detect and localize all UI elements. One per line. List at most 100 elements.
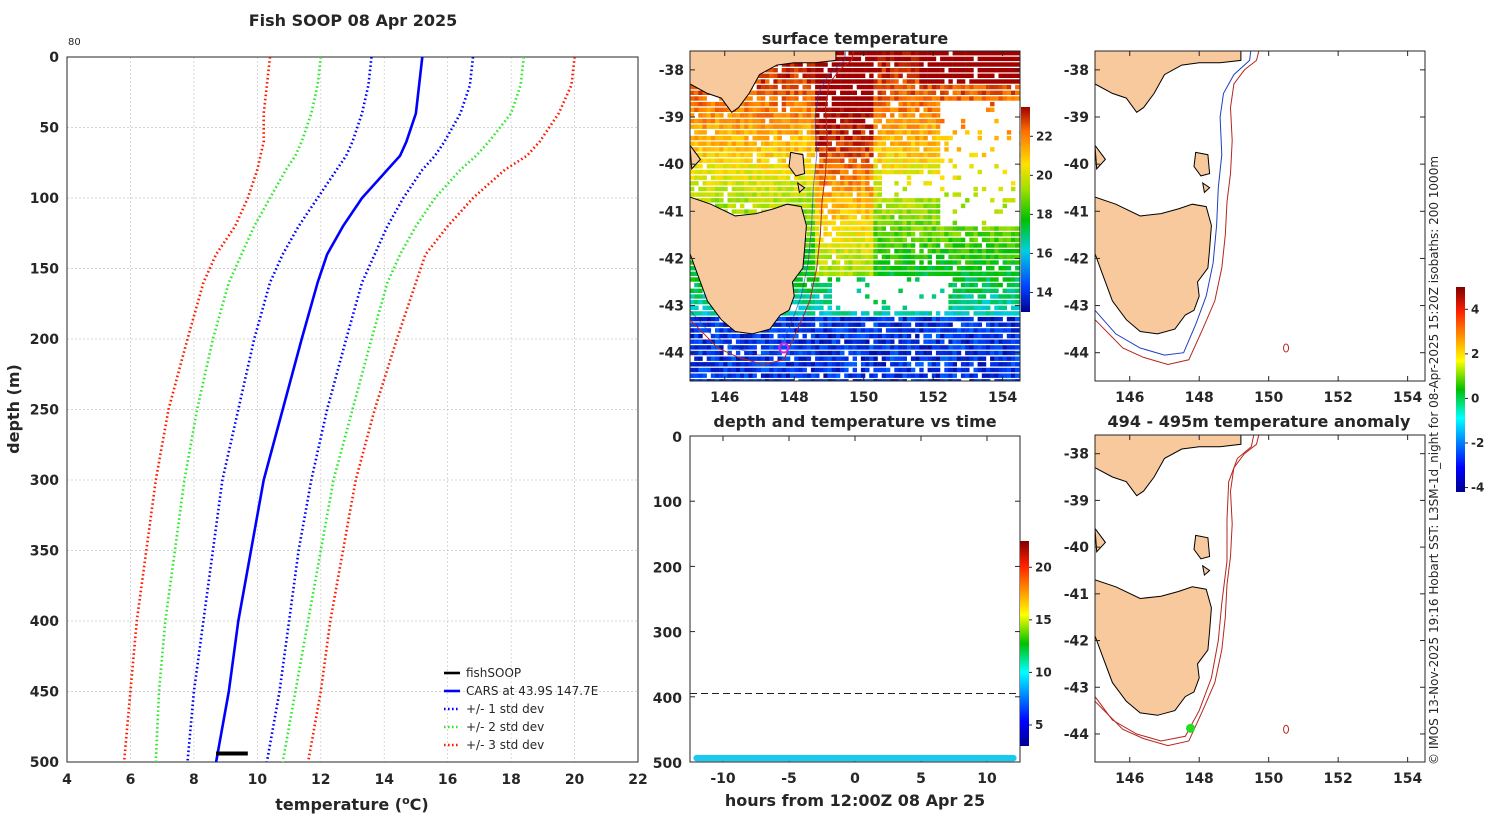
sst-pixel: [690, 305, 695, 310]
sst-pixel: [819, 101, 824, 107]
sst-pixel: [802, 113, 807, 118]
sst-pixel: [715, 192, 720, 197]
sst-pixel: [865, 51, 870, 56]
sst-pixel: [815, 243, 820, 248]
sst-pixel: [848, 79, 853, 84]
sst-pixel: [906, 113, 912, 118]
sst-pixel: [1002, 362, 1007, 367]
sst-pixel: [794, 356, 799, 361]
sst-pixel: [752, 124, 757, 129]
sst-pixel: [744, 118, 749, 124]
sst-pixel: [806, 113, 812, 118]
sst-pixel: [810, 169, 816, 175]
sst-pixel: [965, 68, 970, 73]
sst-pixel: [694, 356, 699, 361]
sst-pixel: [898, 73, 903, 78]
sst-pixel: [990, 90, 995, 95]
sst-pixel: [719, 147, 724, 152]
sst-pixel: [977, 345, 982, 350]
sst-pixel: [748, 373, 753, 378]
sst-pixel: [756, 192, 762, 197]
sst-pixel: [840, 362, 845, 367]
sst-pixel: [719, 356, 724, 361]
sst-pixel: [856, 322, 862, 327]
sst-pixel: [952, 68, 957, 73]
sst-pixel: [819, 328, 824, 333]
sst-pixel: [860, 271, 866, 276]
sst-pixel: [890, 237, 895, 243]
sst-pixel: [794, 328, 799, 333]
sst-pixel: [894, 243, 899, 248]
sst-pixel: [856, 220, 862, 226]
sst-pixel: [910, 56, 916, 62]
map-x-tick: 148: [780, 390, 809, 406]
sst-pixel: [840, 181, 845, 186]
sst-pixel: [785, 198, 791, 203]
sst-pixel: [944, 226, 949, 231]
sst-pixel: [694, 130, 699, 135]
sst-pixel: [815, 79, 820, 84]
sst-pixel: [856, 249, 862, 254]
sst-pixel: [773, 68, 778, 73]
sst-pixel: [881, 243, 887, 248]
sst-pixel: [794, 118, 799, 124]
sst-pixel: [960, 73, 966, 78]
sst-pixel: [840, 84, 845, 90]
sst-pixel: [731, 367, 737, 373]
sst-pixel: [794, 113, 799, 118]
profile-title: Fish SOOP 08 Apr 2025: [249, 11, 458, 30]
sst-pixel: [823, 339, 828, 344]
sst-pixel: [910, 79, 916, 84]
sst-pixel: [919, 379, 924, 381]
sst-pixel: [919, 124, 924, 129]
sst-pixel: [819, 271, 824, 276]
sst-pixel: [815, 198, 820, 203]
sst-pixel: [831, 135, 837, 141]
sst-pixel: [810, 215, 816, 220]
sst-pixel: [769, 339, 774, 344]
sst-pixel: [777, 203, 782, 209]
sst-pixel: [773, 328, 778, 333]
sst-pixel: [881, 51, 887, 56]
sst-pixel: [986, 79, 991, 84]
sst-pixel: [977, 311, 982, 316]
sst-pixel: [931, 373, 937, 378]
sst-pixel: [815, 305, 820, 310]
sst-pixel: [998, 356, 1003, 361]
sst-pixel: [865, 101, 870, 107]
map-y-tick: -43: [1064, 680, 1089, 696]
sst-pixel: [835, 68, 841, 73]
sst-pixel: [973, 226, 978, 231]
sst-pixel: [748, 124, 753, 129]
sst-pixel: [935, 130, 941, 135]
sst-pixel: [994, 90, 999, 95]
sst-pixel: [765, 113, 770, 118]
sst-pixel: [856, 243, 862, 248]
sst-pixel: [885, 379, 891, 381]
sst-pixel: [923, 254, 928, 260]
colorbar-tick: 16: [1036, 246, 1053, 260]
sst-pixel: [827, 169, 832, 175]
sst-pixel: [823, 73, 828, 78]
sst-pixel: [702, 186, 707, 192]
sst-pixel: [1002, 294, 1007, 299]
sst-pixel: [869, 186, 874, 192]
sst-pixel: [902, 101, 907, 107]
sst-pixel: [948, 311, 953, 316]
sst-pixel: [873, 379, 878, 381]
sst-pixel: [894, 333, 899, 339]
sst-pixel: [890, 333, 895, 339]
sst-pixel: [940, 186, 945, 192]
sst-pixel: [760, 333, 766, 339]
sst-pixel: [1015, 379, 1020, 381]
sst-pixel: [823, 198, 828, 203]
sst-pixel: [785, 373, 791, 378]
sst-pixel: [919, 101, 924, 107]
sst-pixel: [844, 203, 849, 209]
sst-pixel: [860, 181, 866, 186]
sst-pixel: [806, 356, 812, 361]
sst-pixel: [798, 277, 803, 282]
sst-pixel: [752, 203, 757, 209]
sst-pixel: [844, 198, 849, 203]
sst-pixel: [952, 328, 957, 333]
